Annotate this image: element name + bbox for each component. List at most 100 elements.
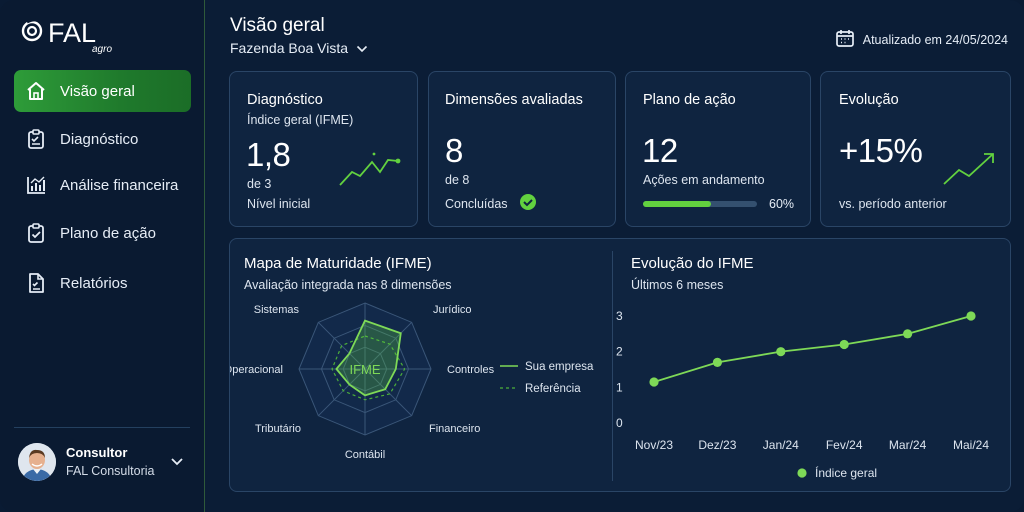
x-tick-label: Nov/23 [635, 438, 673, 452]
farm-selector[interactable]: Fazenda Boa Vista [230, 40, 368, 56]
plano-value: 12 [642, 132, 678, 169]
sidebar-item-label: Plano de ação [60, 224, 156, 242]
maturity-subtitle: Avaliação integrada nas 8 dimensões [244, 278, 452, 292]
plano-progress-bar [643, 201, 757, 207]
card-dimensoes[interactable]: Dimensões avaliadas 8 de 8 Concluídas [428, 71, 616, 227]
home-icon [24, 79, 48, 103]
brand-name: FAL [48, 18, 96, 48]
check-circle-icon [520, 194, 536, 210]
analytics-panel: Mapa de Maturidade (IFME) Avaliação inte… [229, 238, 1011, 492]
radar-axis-label: Operacional [230, 364, 283, 376]
user-org: FAL Consultoria [66, 464, 155, 478]
maturity-title: Mapa de Maturidade (IFME) [244, 255, 432, 272]
sidebar-divider [14, 427, 190, 428]
card-evolucao[interactable]: Evolução +15% vs. período anterior [820, 71, 1011, 227]
card-subtitle: Índice geral (IFME) [247, 113, 354, 127]
legend-label-reference: Referência [525, 383, 581, 395]
last-updated: Atualizado em 24/05/2024 [835, 28, 1008, 51]
y-tick-label: 1 [616, 380, 623, 394]
radar-axis-label: Jurídico [433, 304, 472, 316]
dimensoes-scale: de 8 [445, 173, 470, 187]
x-tick-label: Fev/24 [826, 438, 863, 452]
radar-axis-label: Tributário [255, 423, 301, 435]
x-tick-label: Mai/24 [953, 438, 989, 452]
clipboard-icon [24, 127, 48, 151]
card-title: Diagnóstico [247, 92, 323, 108]
sidebar-item-analise-financeira[interactable]: Análise financeira [14, 164, 191, 206]
data-point [966, 311, 976, 321]
radar-company-series [335, 319, 402, 397]
data-point [712, 357, 722, 367]
bar-chart-icon [24, 173, 48, 197]
sidebar-item-label: Análise financeira [60, 176, 179, 194]
radar-axis-label: Financeiro [429, 423, 480, 435]
sidebar-item-label: Diagnóstico [60, 130, 139, 148]
card-plano-de-acao[interactable]: Plano de ação 12 Ações em andamento 60% [625, 71, 811, 227]
ifme-scale: de 3 [247, 177, 272, 191]
sidebar-item-diagnostico[interactable]: Diagnóstico [14, 118, 191, 160]
chevron-down-icon [356, 40, 368, 56]
sidebar-item-label: Relatórios [60, 274, 128, 292]
data-point [776, 347, 786, 357]
radar-spoke [317, 368, 366, 417]
legend-label: Índice geral [815, 465, 877, 480]
card-title: Plano de ação [643, 92, 736, 108]
dimensoes-value: 8 [445, 132, 463, 169]
y-tick-label: 0 [616, 416, 623, 430]
y-tick-label: 3 [616, 309, 623, 323]
series-line [653, 315, 972, 383]
farm-name: Fazenda Boa Vista [230, 40, 349, 56]
data-point [649, 377, 659, 387]
evolucao-value: +15% [839, 132, 923, 169]
plano-progress-fill [643, 201, 712, 207]
radar-axis-label: Controles [447, 364, 495, 376]
data-point [903, 329, 913, 339]
calendar-icon [835, 28, 855, 51]
ifme-level: Nível inicial [247, 197, 311, 211]
checklist-icon [24, 221, 48, 245]
brand-tagline: agro [92, 44, 112, 55]
maturity-radar-chart: IFMEGovernançaJurídicoControlesFinanceir… [230, 302, 594, 461]
x-tick-label: Dez/23 [698, 438, 736, 452]
radar-spoke [364, 321, 413, 370]
legend-label-company: Sua empresa [525, 361, 594, 373]
line-chart-subtitle: Últimos 6 meses [631, 278, 724, 292]
plano-progress-label: 60% [769, 197, 795, 211]
dimensoes-status: Concluídas [445, 197, 508, 211]
page-title: Visão geral [230, 15, 325, 36]
data-point [839, 339, 849, 350]
ifme-line-chart: 0 1 2 3 Nov/23 Dez/23 Jan/24 Fev/24 Mar/24 Mai/24… [616, 309, 989, 480]
radar-axis-label: Contábil [345, 449, 385, 461]
radar-axis-label: Sistemas [254, 304, 300, 316]
card-title: Dimensões avaliadas [445, 92, 583, 108]
user-profile[interactable]: Consultor FAL Consultoria [18, 440, 190, 484]
radar-center-label: IFME [349, 362, 380, 377]
user-name: Consultor [66, 445, 128, 460]
card-diagnostico[interactable]: Diagnóstico Índice geral (IFME) 1,8 de 3… [229, 71, 418, 227]
legend-dot [797, 468, 807, 478]
x-tick-label: Jan/24 [763, 438, 799, 452]
panel-divider [612, 251, 613, 481]
y-tick-label: 2 [616, 345, 623, 359]
trend-up-icon [943, 153, 994, 185]
evolucao-status: vs. período anterior [839, 197, 947, 211]
plano-status: Ações em andamento [643, 173, 765, 187]
line-chart-title: Evolução do IFME [631, 255, 754, 272]
report-icon [24, 271, 48, 295]
sidebar-item-plano-de-acao[interactable]: Plano de ação [14, 212, 191, 254]
chevron-down-icon[interactable] [170, 454, 184, 472]
sparkline-icon [339, 152, 401, 186]
sidebar-item-visao-geral[interactable]: Visão geral [14, 70, 191, 112]
ifme-value: 1,8 [246, 136, 291, 173]
avatar [18, 443, 56, 481]
x-tick-label: Mar/24 [889, 438, 927, 452]
radar-spoke [364, 368, 413, 417]
sidebar: FAL agro Visão geral Diagnóstico [0, 0, 205, 512]
last-updated-text: Atualizado em 24/05/2024 [862, 32, 1008, 47]
brand-logo: FAL agro [18, 14, 128, 56]
sidebar-item-label: Visão geral [60, 82, 135, 100]
card-title: Evolução [839, 92, 899, 108]
sidebar-item-relatorios[interactable]: Relatórios [14, 262, 191, 304]
radar-reference-series [331, 335, 406, 401]
